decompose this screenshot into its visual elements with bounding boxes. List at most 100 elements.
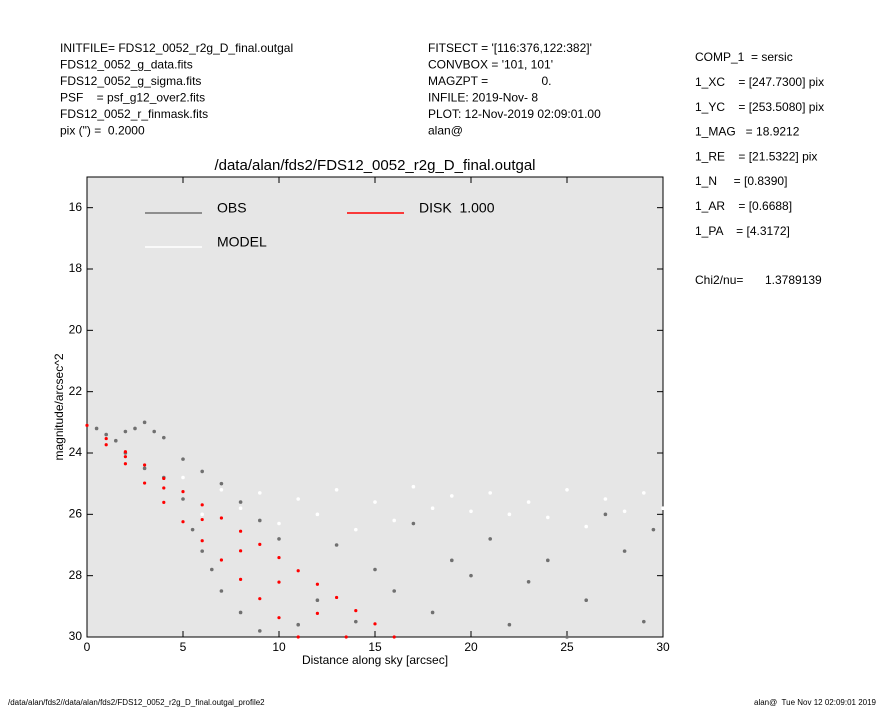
data-point — [219, 516, 223, 520]
data-point — [104, 443, 108, 447]
data-point — [315, 598, 320, 602]
header-line: INITFILE= FDS12_0052_r2g_D_final.outgal — [60, 41, 293, 55]
header-line: 1_RE = [21.5322] pix — [695, 149, 817, 163]
y-tick-label: 24 — [69, 445, 83, 459]
chart-title: /data/alan/fds2/FDS12_0052_r2g_D_final.o… — [214, 157, 535, 174]
data-point — [315, 512, 320, 517]
data-point — [354, 527, 358, 532]
header-line: 1_N = [0.8390] — [695, 174, 787, 188]
data-point — [123, 455, 127, 459]
data-point — [85, 423, 89, 427]
data-point — [584, 524, 588, 529]
data-point — [277, 580, 281, 584]
data-point — [143, 463, 147, 467]
data-point — [335, 595, 339, 600]
data-point — [277, 616, 281, 620]
data-point — [661, 506, 665, 511]
header-line: FDS12_0052_g_data.fits — [60, 58, 193, 72]
data-point — [469, 509, 473, 514]
header-line: 1_AR = [0.6688] — [695, 199, 792, 213]
data-point — [162, 486, 166, 490]
y-axis-label: magnitude/arcsec^2 — [52, 353, 66, 460]
data-point — [546, 558, 550, 563]
data-point — [200, 517, 204, 522]
data-point — [507, 622, 512, 627]
header-line: 1_YC = [253.5080] pix — [695, 100, 824, 114]
x-tick-label: 30 — [656, 640, 670, 654]
data-point — [190, 527, 195, 532]
data-point — [181, 475, 185, 480]
legend-label: OBS — [217, 200, 247, 216]
data-point — [411, 484, 416, 489]
legend-label: DISK 1.000 — [419, 200, 495, 216]
data-point — [152, 429, 156, 434]
data-point — [94, 426, 99, 431]
data-point — [219, 488, 224, 492]
chi2-value: 1.3789139 — [765, 273, 822, 287]
data-point — [142, 420, 147, 425]
x-tick-label: 0 — [84, 640, 91, 654]
y-tick-label: 20 — [69, 323, 83, 337]
data-point — [200, 469, 204, 474]
header-line: FDS12_0052_g_sigma.fits — [60, 74, 201, 88]
y-tick-label: 26 — [69, 507, 83, 521]
data-point — [450, 494, 454, 498]
data-point — [622, 509, 627, 514]
data-point — [546, 515, 550, 520]
data-point — [162, 435, 166, 440]
header-line: alan@ — [428, 124, 463, 138]
header-line: PSF = psf_g12_over2.fits — [60, 91, 205, 105]
data-point — [181, 497, 185, 501]
header-line: INFILE: 2019-Nov- 8 — [428, 91, 538, 105]
data-point — [219, 481, 224, 486]
header-line: FITSECT = '[116:376,122:382]' — [428, 41, 592, 55]
data-point — [430, 506, 435, 511]
data-point — [354, 619, 358, 624]
data-point — [258, 542, 262, 546]
data-point — [651, 527, 656, 532]
plot-area — [86, 176, 664, 638]
data-point — [104, 432, 108, 437]
data-point — [219, 589, 224, 593]
data-point — [344, 635, 348, 639]
data-point — [296, 635, 300, 639]
data-point — [239, 549, 243, 553]
data-point — [488, 537, 493, 541]
data-point — [239, 577, 243, 581]
data-point — [277, 555, 281, 560]
header-line: FDS12_0052_r_finmask.fits — [60, 107, 208, 121]
data-point — [430, 610, 435, 615]
chi2-label: Chi2/nu= — [695, 273, 743, 287]
data-point — [238, 506, 243, 511]
data-point — [123, 429, 128, 434]
data-point — [239, 529, 243, 533]
data-point — [334, 488, 339, 492]
data-point — [392, 589, 397, 593]
data-point — [142, 466, 147, 471]
header-line: PLOT: 12-Nov-2019 02:09:01.00 — [428, 107, 601, 121]
data-point — [104, 436, 108, 441]
data-point — [258, 491, 262, 495]
header-line: 1_XC = [247.7300] pix — [695, 75, 824, 89]
x-axis-label: Distance along sky [arcsec] — [302, 653, 448, 667]
data-point — [210, 567, 214, 572]
data-point — [238, 500, 243, 504]
data-point — [133, 426, 137, 431]
data-point — [373, 500, 377, 504]
footer-path: /data/alan/fds2//data/alan/fds2/FDS12_00… — [8, 698, 265, 707]
y-tick-label: 28 — [69, 568, 83, 582]
data-point — [200, 512, 204, 517]
data-point — [123, 450, 127, 454]
header-line: 1_PA = [4.3172] — [695, 224, 790, 238]
data-point — [296, 569, 300, 573]
data-point — [123, 462, 127, 466]
data-point — [526, 500, 531, 504]
x-tick-label: 20 — [464, 640, 478, 654]
data-point — [181, 520, 185, 524]
data-point — [642, 491, 646, 495]
y-tick-label: 30 — [69, 629, 83, 643]
data-point — [219, 558, 223, 562]
data-point — [642, 619, 646, 624]
x-tick-label: 10 — [272, 640, 286, 654]
